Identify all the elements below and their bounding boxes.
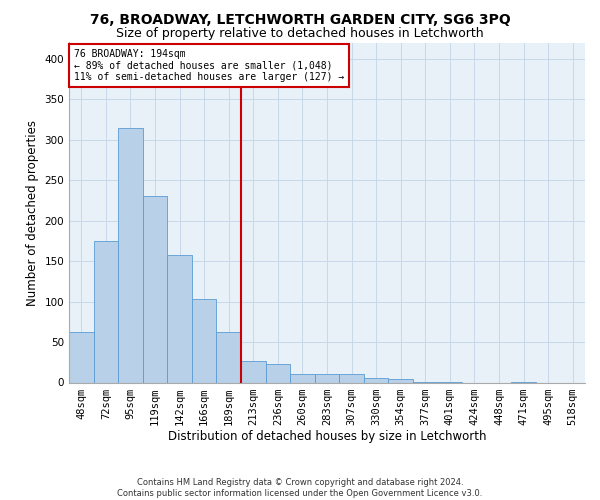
Bar bbox=[167, 254, 192, 382]
Bar bbox=[143, 196, 167, 382]
Bar bbox=[217, 332, 241, 382]
Bar bbox=[69, 332, 94, 382]
Bar bbox=[241, 360, 266, 382]
Bar bbox=[192, 299, 217, 382]
Y-axis label: Number of detached properties: Number of detached properties bbox=[26, 120, 39, 306]
Text: Size of property relative to detached houses in Letchworth: Size of property relative to detached ho… bbox=[116, 28, 484, 40]
Bar bbox=[388, 380, 413, 382]
Bar bbox=[94, 241, 118, 382]
Text: 76 BROADWAY: 194sqm
← 89% of detached houses are smaller (1,048)
11% of semi-det: 76 BROADWAY: 194sqm ← 89% of detached ho… bbox=[74, 50, 344, 82]
X-axis label: Distribution of detached houses by size in Letchworth: Distribution of detached houses by size … bbox=[168, 430, 486, 444]
Bar bbox=[339, 374, 364, 382]
Text: 76, BROADWAY, LETCHWORTH GARDEN CITY, SG6 3PQ: 76, BROADWAY, LETCHWORTH GARDEN CITY, SG… bbox=[89, 12, 511, 26]
Text: Contains HM Land Registry data © Crown copyright and database right 2024.
Contai: Contains HM Land Registry data © Crown c… bbox=[118, 478, 482, 498]
Bar bbox=[290, 374, 315, 382]
Bar bbox=[266, 364, 290, 382]
Bar bbox=[118, 128, 143, 382]
Bar bbox=[364, 378, 388, 382]
Bar bbox=[315, 374, 339, 382]
